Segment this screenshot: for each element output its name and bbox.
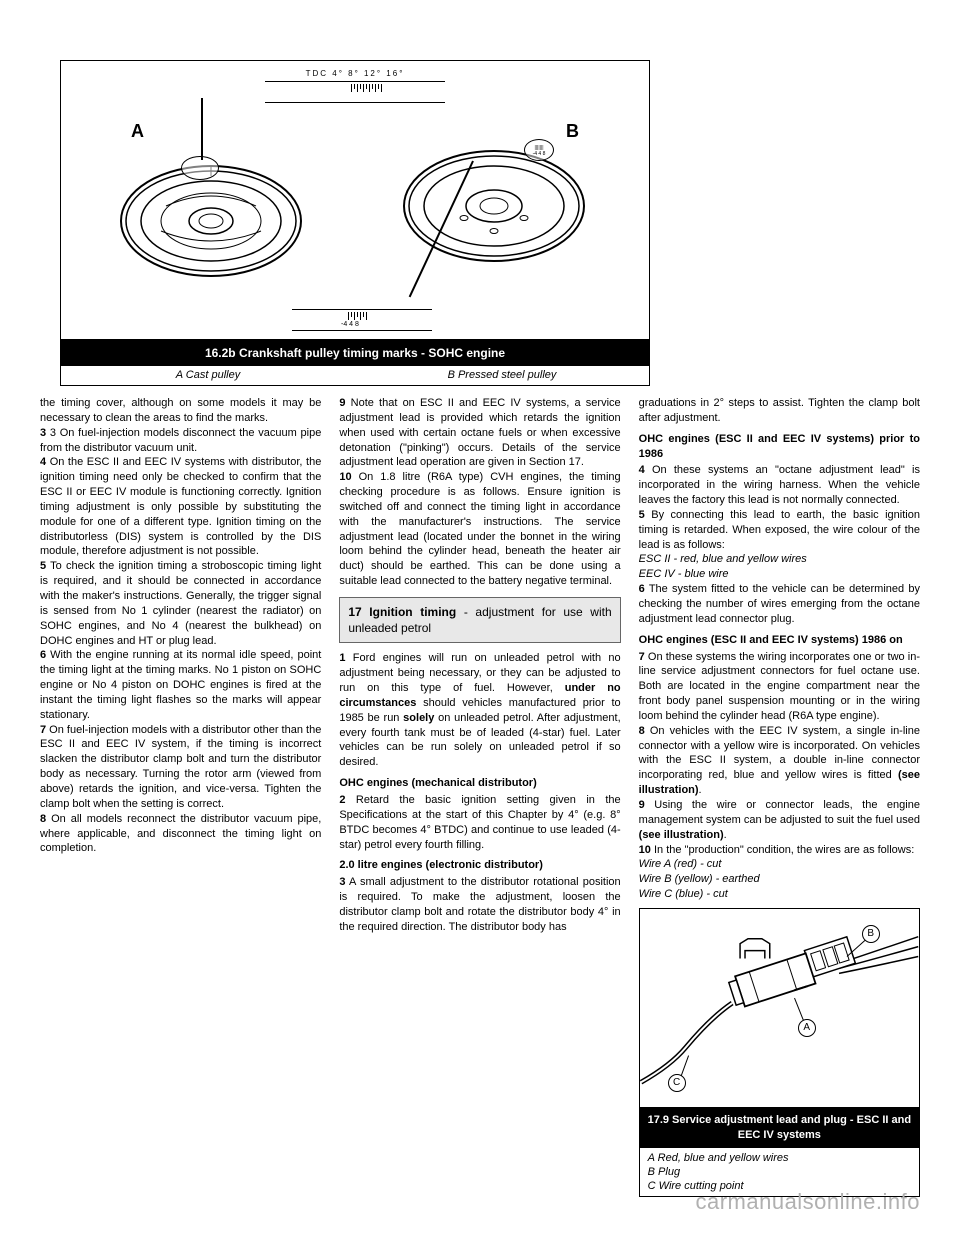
c3-p7: 7 On these systems the wiring incorporat… [639, 650, 920, 724]
legend-a: A Cast pulley [61, 368, 355, 383]
c3-p11: Wire A (red) - cut [639, 857, 920, 872]
legend-b: B Plug [648, 1165, 911, 1179]
figure-17-9: A B C 17.9 Service adjustment lead and p… [639, 908, 920, 1198]
c1-p6: 7 On fuel-injection models with a distri… [40, 723, 321, 812]
figure-16-2b: TDC 4° 8° 12° 16° A B [60, 60, 650, 386]
c2-p4: 2 Retard the basic ignition setting give… [339, 793, 620, 852]
scale-top-bar [265, 81, 445, 103]
figure-16-2b-image: TDC 4° 8° 12° 16° A B [60, 60, 650, 340]
c3-p1: graduations in 2° steps to assist. Tight… [639, 396, 920, 426]
c3-p3: 5 By connecting this lead to earth, the … [639, 508, 920, 553]
c3-p4: ESC II - red, blue and yellow wires [639, 552, 920, 567]
figure-17-9-image: A B C [639, 908, 920, 1108]
legend-a: A Red, blue and yellow wires [648, 1151, 911, 1165]
c3-p5: EEC IV - blue wire [639, 567, 920, 582]
column-2: 9 Note that on ESC II and EEC IV systems… [339, 396, 620, 1197]
c2-h1: OHC engines (mechanical distributor) [339, 776, 620, 791]
c2-p3: 1 Ford engines will run on unleaded petr… [339, 651, 620, 770]
c3-p6: 6 The system fitted to the vehicle can b… [639, 582, 920, 627]
figure-16-2b-caption: 16.2b Crankshaft pulley timing marks - S… [60, 340, 650, 364]
c2-p5: 3 A small adjustment to the distributor … [339, 875, 620, 934]
c1-p7: 8 On all models reconnect the distributo… [40, 812, 321, 857]
c1-p1: the timing cover, although on some model… [40, 396, 321, 426]
c3-p10: 10 In the "production" condition, the wi… [639, 843, 920, 858]
c3-h1: OHC engines (ESC II and EEC IV systems) … [639, 432, 920, 462]
column-1: the timing cover, although on some model… [40, 396, 321, 1197]
scale-bottom: -4 4 8 [292, 309, 432, 331]
section-17-box: 17 Ignition timing - adjustment for use … [339, 597, 620, 643]
c1-p3: 4 On the ESC II and EEC IV systems with … [40, 455, 321, 559]
text-columns: the timing cover, although on some model… [40, 396, 920, 1197]
c3-p2: 4 On these systems an "octane adjustment… [639, 463, 920, 508]
scale-top-label: TDC 4° 8° 12° 16° [265, 69, 445, 80]
label-b-circle: B [862, 925, 880, 943]
label-c-circle: C [668, 1074, 686, 1092]
label-a: A [131, 119, 144, 143]
leader-line-a [201, 98, 203, 160]
page-content: TDC 4° 8° 12° 16° A B [0, 0, 960, 1227]
c3-p12: Wire B (yellow) - earthed [639, 872, 920, 887]
c1-p5: 6 With the engine running at its normal … [40, 648, 321, 722]
c2-p2: 10 On 1.8 litre (R6A type) CVH engines, … [339, 470, 620, 589]
label-a-circle: A [798, 1019, 816, 1037]
watermark: carmanualsonline.info [695, 1187, 920, 1217]
c2-h2: 2.0 litre engines (electronic distributo… [339, 858, 620, 873]
c3-p8: 8 On vehicles with the EEC IV system, a … [639, 724, 920, 798]
scale-bottom-bar: -4 4 8 [292, 309, 432, 331]
c3-p13: Wire C (blue) - cut [639, 887, 920, 902]
c3-p9: 9 Using the wire or connector leads, the… [639, 798, 920, 843]
c1-p2: 3 3 On fuel-injection models disconnect … [40, 426, 321, 456]
figure-17-9-caption: 17.9 Service adjustment lead and plug - … [639, 1108, 920, 1146]
c2-p1: 9 Note that on ESC II and EEC IV systems… [339, 396, 620, 470]
pulley-b-icon [399, 136, 589, 266]
column-3: graduations in 2° steps to assist. Tight… [639, 396, 920, 1197]
figure-16-2b-legend: A Cast pulley B Pressed steel pulley [60, 364, 650, 386]
callout-b: |||||||-4 4 8 [524, 139, 554, 161]
c3-h2: OHC engines (ESC II and EEC IV systems) … [639, 633, 920, 648]
legend-b: B Pressed steel pulley [355, 368, 649, 383]
scale-top: TDC 4° 8° 12° 16° [265, 69, 445, 103]
callout-a [181, 156, 219, 180]
c1-p4: 5 To check the ignition timing a strobos… [40, 559, 321, 648]
